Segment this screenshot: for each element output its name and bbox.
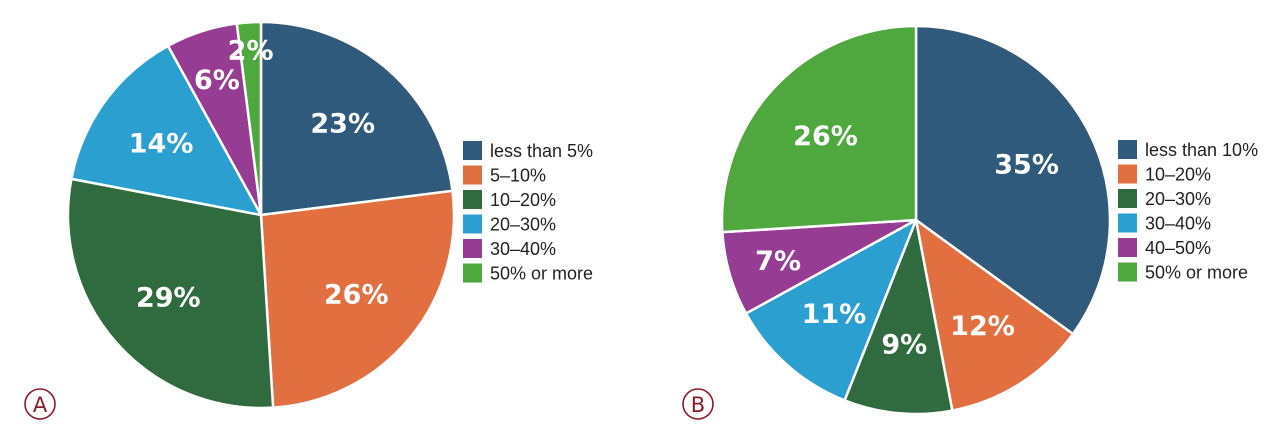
legend-swatch-20-30pct [463,214,482,234]
legend-swatch-50pct-or-more [1118,262,1137,282]
legend-label: 40–50% [1145,238,1211,258]
badge-circle [24,388,56,420]
legend-swatch-40-50pct [1118,238,1137,257]
slice-value-label: 26% [324,280,389,311]
legend-swatch-30-40pct [463,239,482,258]
pie-slice-less-than-5pct [259,20,454,217]
pie-slice-50pct-or-more [235,20,263,217]
legend-label: less than 5% [490,141,593,161]
legend-label: 30–40% [1145,214,1211,234]
slice-value-label: 14% [129,128,194,159]
slice-value-label: 9% [881,330,927,361]
legend-label: 5–10% [490,166,546,186]
slice-value-label: 23% [310,108,375,139]
legend-swatch-5-10pct [463,165,482,185]
legend: less than 5% 5–10% 10–20% 20–30% 30–40% 50% o… [463,141,593,284]
slice-value-label: 26% [793,121,858,152]
pie-slice-30-40pct [744,218,918,402]
badge-circle [682,388,714,420]
panel-label-badge: A [24,388,56,420]
pie-slice-50pct-or-more [720,24,918,234]
legend-label: less than 10% [1145,140,1258,160]
slice-value-label: 2% [228,35,274,66]
legend-swatch-30-40pct [1118,213,1137,233]
legend-swatch-less-than-10pct [1118,140,1137,159]
pie-slice-less-than-10pct [914,24,1112,336]
pie-slice-5-10pct [259,189,456,409]
slice-value-label: 35% [994,150,1059,181]
pie-slice-20-30pct [843,218,954,416]
legend-swatch-10-20pct [463,190,482,209]
pie-slice-20-30pct [70,44,263,217]
legend-label: 50% or more [1145,263,1248,283]
legend-swatch-10-20pct [1118,164,1137,184]
legend: less than 10% 10–20% 20–30% 30–40% 40–50% 50%… [1118,140,1258,283]
slice-value-label: 7% [755,246,801,277]
legend-label: 10–20% [490,190,556,210]
legend-swatch-50pct-or-more [463,263,482,283]
legend-label: 50% or more [490,264,593,284]
pie-chart-b: 35% 12% 9% 11%7% 26% less than 10% 10–20% 20–30… [682,24,1258,420]
slice-value-label: 12% [950,311,1015,342]
pie-chart-a: 23% 26% 29% 14% 6%2% less than 5% 5–10% 10–20% 2… [24,20,593,420]
panel-label: A [33,393,48,417]
pie-slice-10-20pct [914,218,1075,412]
legend-swatch-20-30pct [1118,189,1137,208]
legend-label: 10–20% [1145,165,1211,185]
slice-value-label: 29% [136,283,201,314]
slice-value-label: 11% [802,299,867,330]
panel-label: B [691,393,705,417]
legend-label: 20–30% [490,215,556,235]
legend-swatch-less-than-5pct [463,141,482,160]
panel-label-badge: B [682,388,714,420]
legend-label: 30–40% [490,239,556,259]
pie-slice-10-20pct [66,177,275,410]
legend-label: 20–30% [1145,189,1211,209]
slice-value-label: 6% [194,65,240,96]
